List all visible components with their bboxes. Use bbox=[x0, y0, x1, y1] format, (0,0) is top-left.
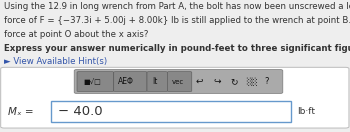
Text: Using the 12.9 in long wrench from Part A, the bolt has now been unscrewed a len: Using the 12.9 in long wrench from Part … bbox=[4, 2, 350, 11]
Text: vec: vec bbox=[172, 79, 184, 85]
FancyBboxPatch shape bbox=[114, 72, 147, 91]
Text: ░░: ░░ bbox=[246, 77, 258, 86]
Text: force at point O about the x axis?: force at point O about the x axis? bbox=[4, 30, 148, 39]
Text: ↩: ↩ bbox=[196, 77, 203, 86]
Text: − 40.0: − 40.0 bbox=[58, 105, 102, 118]
Text: ↪: ↪ bbox=[214, 77, 221, 86]
Text: ?: ? bbox=[264, 77, 269, 86]
FancyBboxPatch shape bbox=[74, 70, 283, 93]
Text: ► View Available Hint(s): ► View Available Hint(s) bbox=[4, 57, 107, 66]
Text: force of F = {−37.3i + 5.00j + 8.00k} lb is still applied to the wrench at point: force of F = {−37.3i + 5.00j + 8.00k} lb… bbox=[4, 16, 350, 25]
FancyBboxPatch shape bbox=[167, 72, 192, 91]
FancyBboxPatch shape bbox=[1, 67, 349, 128]
FancyBboxPatch shape bbox=[147, 72, 167, 91]
FancyBboxPatch shape bbox=[77, 72, 114, 91]
Text: It: It bbox=[152, 77, 158, 86]
Text: AEΦ: AEΦ bbox=[118, 77, 134, 86]
Text: ■√□: ■√□ bbox=[83, 78, 101, 85]
Text: Mₓ =: Mₓ = bbox=[8, 107, 33, 117]
Text: ↻: ↻ bbox=[230, 77, 237, 86]
Text: lb·ft: lb·ft bbox=[297, 107, 315, 116]
Text: Express your answer numerically in pound-feet to three significant figures.: Express your answer numerically in pound… bbox=[4, 44, 350, 53]
Bar bbox=[51, 101, 290, 122]
